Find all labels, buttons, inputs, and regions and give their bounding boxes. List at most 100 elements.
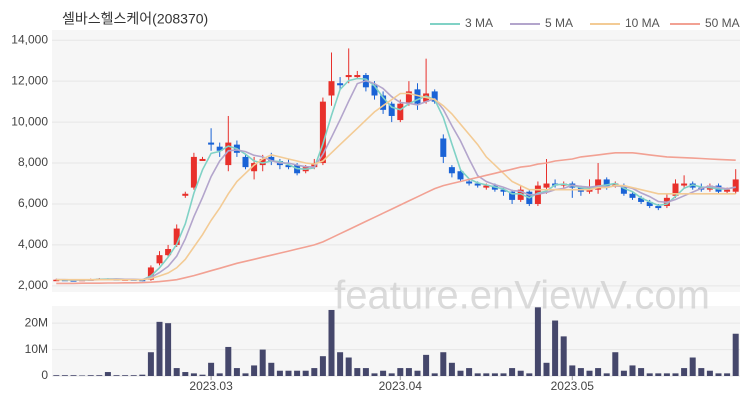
volume-bar [534,307,541,376]
y-tick-label: 14,000 [11,32,48,46]
candle-body [620,185,627,194]
candle-body [457,171,464,180]
volume-bar [251,365,258,376]
y-tick-label: 10M [25,342,48,356]
volume-bar [509,368,516,376]
price-plot-area [52,30,740,292]
volume-bar [156,321,163,376]
volume-bar [423,354,430,376]
candle-body [371,85,378,96]
candle-body [397,103,404,121]
y-tick-label: 10,000 [11,114,48,128]
volume-bar [603,373,610,376]
volume-bar [302,370,309,376]
candle-body [242,156,249,168]
volume-bar [173,368,180,376]
candle-body [268,156,275,161]
volume-bar [345,357,352,376]
candle-body [543,183,550,188]
candle-body [483,185,490,188]
volume-bar [689,357,696,376]
volume-bar [122,375,129,376]
volume-bar [698,368,705,376]
volume-bar [491,373,498,376]
volume-bar [595,368,602,376]
volume-bar [199,374,206,376]
volume-bar [165,323,172,376]
volume-bar [285,370,292,376]
y-tick-label: 4,000 [18,237,48,251]
volume-bar [388,373,395,376]
volume-bar [53,375,60,376]
volume-bar [586,370,593,376]
volume-bar [431,373,438,376]
candle-body [638,197,645,202]
ma-line [56,92,736,281]
volume-bar [629,365,636,376]
candle-body [595,179,602,190]
volume-bar [96,375,103,376]
candle-body [724,189,731,192]
candle-body [380,95,387,110]
candle-body [285,165,292,168]
volume-bar [672,373,679,376]
candle-body [500,189,507,192]
volume-bar [113,375,120,376]
volume-bar [414,370,421,376]
y-tick-label: 20M [25,315,48,329]
candle-body [182,193,189,196]
volume-bar [577,368,584,376]
candle-body [216,146,223,151]
volume-bar [139,374,146,376]
candle-body [509,191,516,200]
volume-bar [483,373,490,376]
candle-body [199,158,206,161]
y-tick-label: 2,000 [18,278,48,292]
x-tick-label: 2023.03 [189,379,233,393]
volume-bar [70,375,77,376]
candle-body [603,179,610,188]
candle-body [431,91,438,102]
volume-bar [147,352,154,376]
candle-body [190,156,197,188]
volume-bar [87,375,94,376]
candle-body [388,103,395,116]
volume-bar [225,346,232,376]
candle-body [629,193,636,198]
volume-bar [311,368,318,376]
candle-body [165,249,172,256]
candle-body [681,183,688,186]
candle-body [655,206,662,209]
volume-bar [638,368,645,376]
candle-body [311,163,318,168]
volume-bar [208,362,215,376]
volume-bar [517,370,524,376]
volume-bar [466,368,473,376]
candle-body [345,75,352,78]
volume-bar [216,373,223,376]
candle-body [225,142,232,166]
candle-body [474,183,481,186]
volume-bar [655,373,662,376]
legend-label: 50 MA [705,16,740,30]
volume-bar [337,352,344,376]
candle-body [328,81,335,96]
volume-bar [354,368,361,376]
legend-label: 5 MA [545,16,573,30]
volume-bar [276,370,283,376]
candle-body [259,158,266,166]
y-tick-label: 8,000 [18,155,48,169]
volume-bar [104,372,111,376]
volume-bar [681,368,688,376]
legend-label: 10 MA [625,16,660,30]
volume-bar [380,370,387,376]
volume-bar [319,356,326,376]
volume-bar [706,370,713,376]
volume-bar [612,352,619,376]
volume-bar [259,349,266,376]
legend-label: 3 MA [465,16,493,30]
volume-bar [560,336,567,376]
volume-bar [242,373,249,376]
volume-bar [130,375,137,376]
volume-bar [620,370,627,376]
